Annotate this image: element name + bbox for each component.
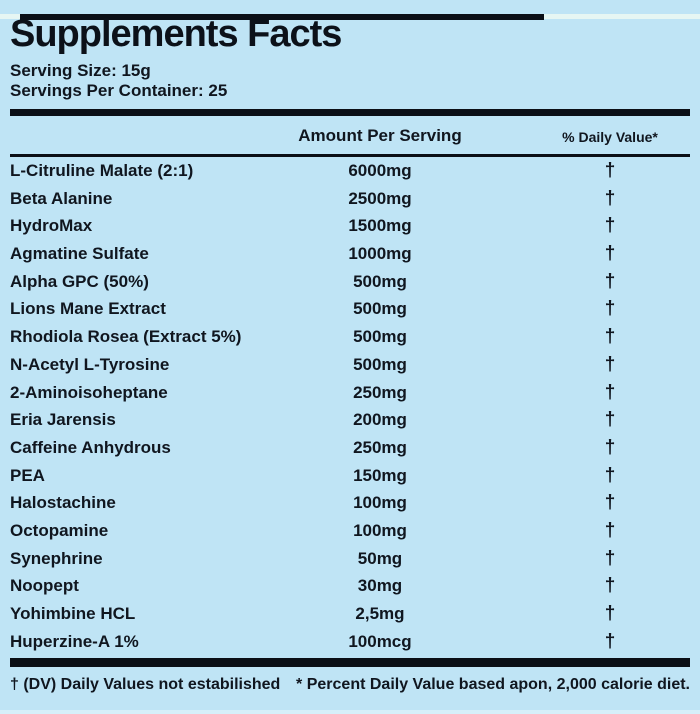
table-row: Rhodiola Rosea (Extract 5%) 500mg †	[10, 323, 690, 351]
divider-thick-bottom	[10, 658, 690, 668]
ingredient-daily-value: †	[604, 326, 616, 348]
table-row: L-Citruline Malate (2:1) 6000mg †	[10, 157, 690, 185]
ingredient-amount: 2,5mg	[355, 604, 405, 623]
ingredient-name: HydroMax	[10, 216, 93, 236]
ingredient-amount: 500mg	[353, 327, 407, 347]
ingredient-daily-value: †	[604, 409, 616, 431]
bottom-strip	[0, 710, 700, 714]
label-content: Supplements Facts Serving Size: 15g Serv…	[0, 14, 700, 694]
ingredient-name: Huperzine-A 1%	[10, 631, 139, 651]
ingredient-daily-value: †	[604, 243, 616, 265]
ingredient-amount: 100mcg	[348, 631, 412, 651]
ingredient-daily-value: †	[604, 187, 616, 209]
ingredient-daily-value: †	[604, 519, 616, 541]
ingredient-daily-value: †	[604, 492, 616, 514]
serving-size-text: Serving Size: 15g	[10, 61, 151, 80]
ingredient-amount: 6000mg	[348, 161, 412, 180]
divider-thin-header	[10, 154, 690, 157]
ingredient-amount: 500mg	[353, 354, 407, 374]
ingredient-name: Alpha GPC (50%)	[10, 271, 149, 291]
ingredient-name: Octopamine	[10, 520, 109, 540]
footnotes: † (DV) Daily Values not estabilished * P…	[10, 676, 690, 694]
table-row: Huperzine-A 1% 100mcg †	[10, 628, 690, 656]
footnote-percent-dv: * Percent Daily Value based apon, 2,000 …	[296, 676, 690, 694]
table-row: HydroMax 1500mg †	[10, 212, 690, 240]
table-row: Agmatine Sulfate 1000mg †	[10, 240, 690, 268]
table-row: Lions Mane Extract 500mg †	[10, 295, 690, 323]
table-row: Eria Jarensis 200mg †	[10, 406, 690, 434]
ingredient-daily-value: †	[604, 381, 616, 403]
table-body: L-Citruline Malate (2:1) 6000mg † Beta Alan…	[10, 157, 690, 655]
column-header-daily-value: % Daily Value*	[562, 129, 658, 145]
servings-per-container-text: Servings Per Container: 25	[10, 81, 228, 100]
table-row: Alpha GPC (50%) 500mg †	[10, 268, 690, 296]
ingredient-daily-value: †	[604, 436, 616, 458]
ingredient-name: Agmatine Sulfate	[10, 244, 149, 264]
column-header-amount: Amount Per Serving	[298, 126, 462, 145]
ingredient-name: Beta Alanine	[10, 188, 113, 208]
table-row: Yohimbine HCL 2,5mg †	[10, 600, 690, 628]
ingredient-daily-value: †	[604, 353, 616, 375]
table-row: Beta Alanine 2500mg †	[10, 185, 690, 213]
table-row: N-Acetyl L-Tyrosine 500mg †	[10, 351, 690, 379]
ingredient-amount: 500mg	[353, 299, 407, 319]
top-bar	[20, 14, 544, 20]
ingredient-daily-value: †	[604, 603, 616, 624]
ingredient-daily-value: †	[604, 298, 616, 320]
ingredient-name: Lions Mane Extract	[10, 299, 166, 319]
table-header-row: Amount Per Serving % Daily Value*	[10, 116, 690, 154]
ingredient-name: Caffeine Anhydrous	[10, 437, 171, 457]
ingredient-amount: 100mg	[353, 520, 407, 540]
ingredient-name: Synephrine	[10, 548, 103, 568]
table-row: 2-Aminoisoheptane 250mg †	[10, 379, 690, 407]
ingredient-amount: 50mg	[357, 548, 403, 568]
ingredient-daily-value: †	[604, 575, 616, 597]
ingredient-amount: 250mg	[353, 437, 407, 457]
ingredient-daily-value: †	[604, 270, 616, 292]
table-row: Synephrine 50mg †	[10, 545, 690, 573]
ingredient-daily-value: †	[604, 464, 616, 486]
ingredient-name: Halostachine	[10, 493, 116, 513]
ingredient-daily-value: †	[604, 160, 616, 181]
ingredient-amount: 100mg	[353, 493, 407, 513]
ingredient-name: Eria Jarensis	[10, 410, 116, 430]
ingredient-amount: 1500mg	[348, 216, 412, 236]
ingredient-name: Yohimbine HCL	[10, 604, 136, 623]
footnote-daily-values: † (DV) Daily Values not estabilished	[10, 676, 281, 694]
ingredient-name: Noopept	[10, 576, 79, 596]
ingredient-daily-value: †	[604, 630, 616, 652]
table-row: Caffeine Anhydrous 250mg †	[10, 434, 690, 462]
ingredient-amount: 200mg	[353, 410, 407, 430]
ingredient-name: 2-Aminoisoheptane	[10, 382, 168, 402]
ingredient-daily-value: †	[604, 547, 616, 569]
ingredient-amount: 1000mg	[348, 244, 412, 264]
ingredient-amount: 150mg	[353, 465, 407, 485]
ingredient-amount: 500mg	[353, 271, 407, 291]
ingredient-name: N-Acetyl L-Tyrosine	[10, 354, 170, 374]
ingredient-amount: 250mg	[353, 382, 407, 402]
ingredient-daily-value: †	[604, 215, 616, 237]
ingredient-name: Rhodiola Rosea (Extract 5%)	[10, 327, 242, 347]
ingredient-name: L-Citruline Malate (2:1)	[10, 161, 194, 180]
ingredient-amount: 2500mg	[348, 188, 412, 208]
table-row: PEA 150mg †	[10, 462, 690, 490]
page-title: Supplements Facts	[10, 13, 342, 55]
ingredient-name: PEA	[10, 465, 45, 485]
supplement-facts-label: Supplements Facts Serving Size: 15g Serv…	[0, 14, 700, 714]
ingredient-amount: 30mg	[357, 576, 403, 596]
divider-thick-top	[10, 109, 690, 116]
table-row: Halostachine 100mg †	[10, 489, 690, 517]
table-row: Noopept 30mg †	[10, 572, 690, 600]
table-row: Octopamine 100mg †	[10, 517, 690, 545]
